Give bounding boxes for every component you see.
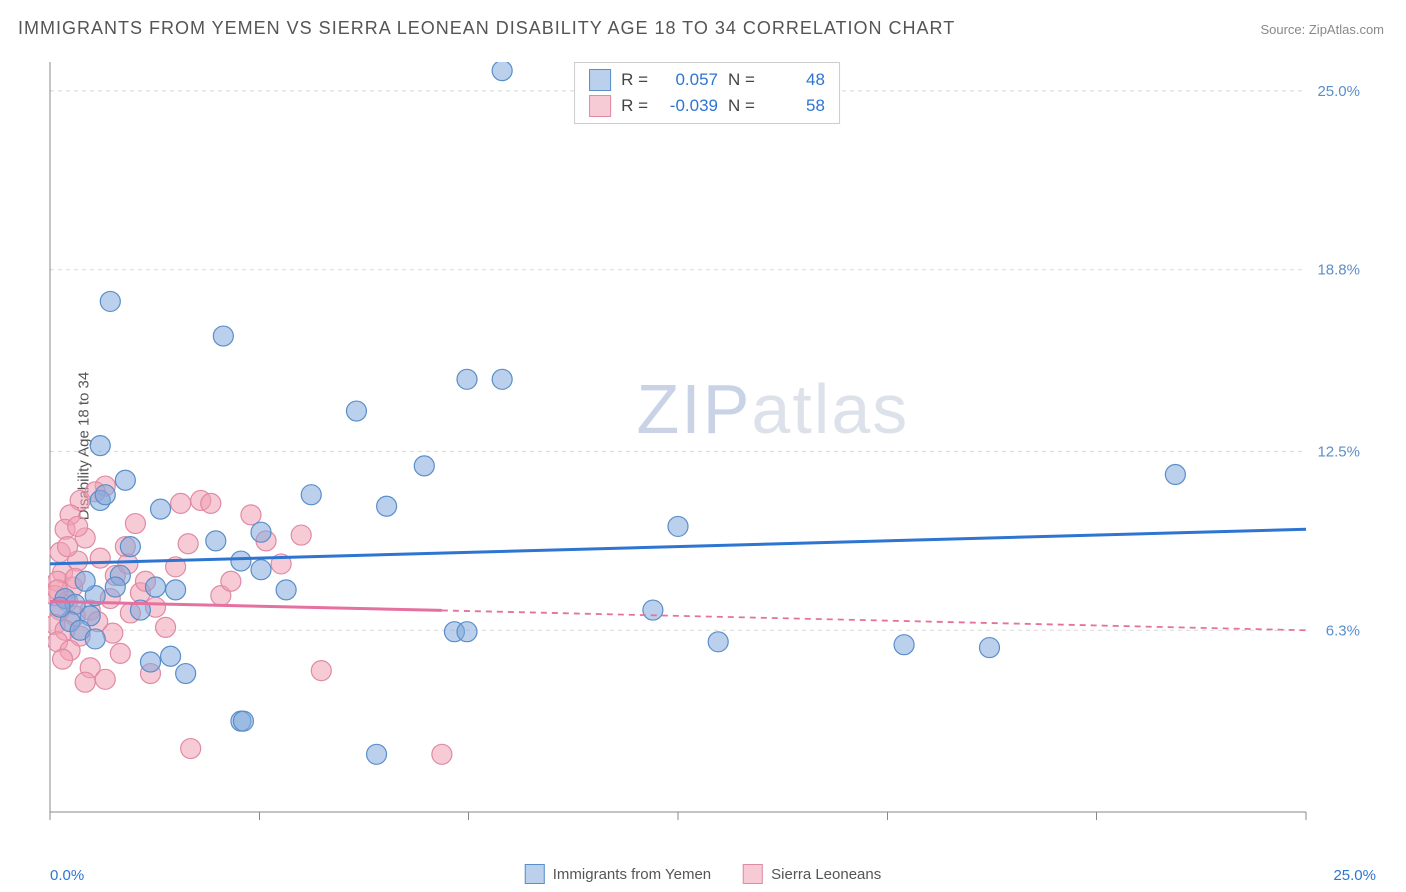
swatch-pink <box>589 95 611 117</box>
watermark: ZIPatlas <box>637 369 910 449</box>
source-credit: Source: ZipAtlas.com <box>1260 22 1384 37</box>
watermark-bold: ZIP <box>637 370 752 448</box>
x-axis-origin-label: 0.0% <box>50 867 84 884</box>
correlation-legend: R = 0.057 N = 48 R = -0.039 N = 58 <box>574 62 840 124</box>
r-value-blue: 0.057 <box>658 70 718 90</box>
n-value-blue: 48 <box>765 70 825 90</box>
chart-title: IMMIGRANTS FROM YEMEN VS SIERRA LEONEAN … <box>18 18 955 39</box>
watermark-thin: atlas <box>751 370 909 448</box>
r-value-pink: -0.039 <box>658 96 718 116</box>
series-legend: Immigrants from Yemen Sierra Leoneans <box>525 864 881 884</box>
swatch-pink <box>743 864 763 884</box>
n-value-pink: 58 <box>765 96 825 116</box>
r-label: R = <box>621 96 648 116</box>
r-label: R = <box>621 70 648 90</box>
svg-text:6.3%: 6.3% <box>1326 622 1360 639</box>
svg-text:12.5%: 12.5% <box>1317 443 1360 460</box>
n-label: N = <box>728 96 755 116</box>
legend-row-pink: R = -0.039 N = 58 <box>589 95 825 117</box>
x-axis-max-label: 25.0% <box>1333 867 1376 884</box>
legend-row-blue: R = 0.057 N = 48 <box>589 69 825 91</box>
legend-item-pink: Sierra Leoneans <box>743 864 881 884</box>
n-label: N = <box>728 70 755 90</box>
svg-text:18.8%: 18.8% <box>1317 262 1360 279</box>
legend-item-blue: Immigrants from Yemen <box>525 864 711 884</box>
series-name-pink: Sierra Leoneans <box>771 866 881 883</box>
series-name-blue: Immigrants from Yemen <box>553 866 711 883</box>
plot-area: 6.3% 12.5% 18.8% 25.0% ZIPatlas R = 0.057 N… <box>48 62 1366 832</box>
svg-text:25.0%: 25.0% <box>1317 83 1360 100</box>
swatch-blue <box>589 69 611 91</box>
swatch-blue <box>525 864 545 884</box>
